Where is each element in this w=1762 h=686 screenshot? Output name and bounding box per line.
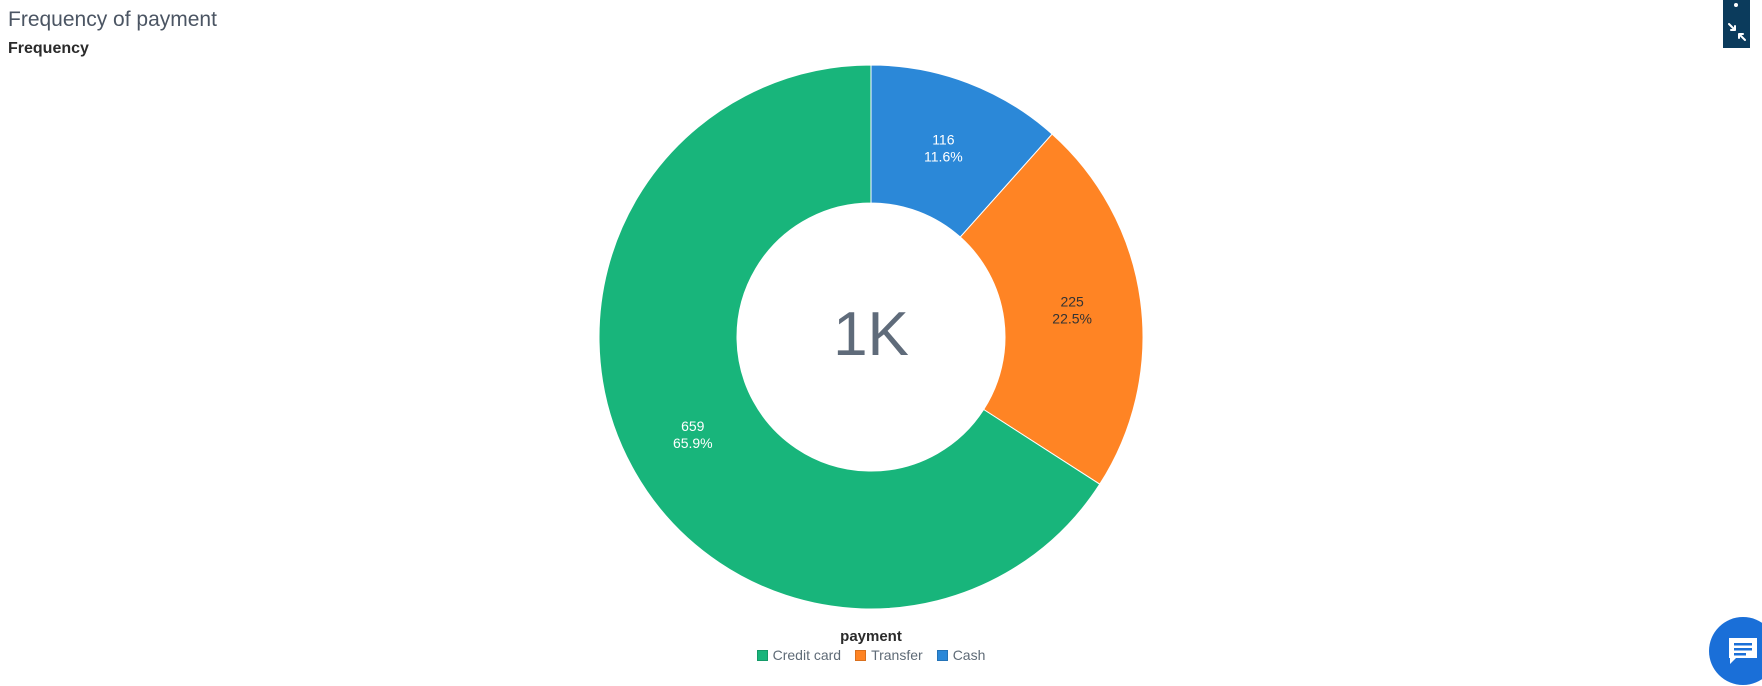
chart-title: Frequency of payment [8,8,217,31]
legend-items: Credit card Transfer Cash [756,647,986,663]
slice-credit-card[interactable] [598,64,1101,610]
legend-swatch [936,649,948,661]
slice-transfer[interactable] [959,133,1144,485]
collapse-arrows-icon [1728,23,1746,41]
chat-icon [1729,638,1757,664]
legend-swatch [756,649,768,661]
slice-percent-label: 65.9% [673,435,713,451]
legend-item-credit-card[interactable]: Credit card [756,647,842,663]
legend-label: Transfer [871,647,923,663]
slice-value-label: 116 [932,131,955,147]
legend-item-cash[interactable]: Cash [936,647,986,663]
slice-value-label: 659 [681,418,705,434]
legend-title: payment [840,628,902,645]
center-total-label: 1K [833,300,909,369]
chat-button[interactable] [1709,617,1762,685]
slice-value-label: 225 [1060,294,1084,310]
legend-item-transfer[interactable]: Transfer [855,647,923,663]
chart-subtitle: Frequency [8,40,89,57]
slice-percent-label: 11.6% [924,148,963,164]
collapse-button[interactable] [1723,0,1750,48]
menu-dot-icon[interactable] [1734,3,1738,7]
legend: payment Credit card Transfer Cash [0,628,1742,666]
legend-label: Cash [952,647,986,663]
legend-label: Credit card [772,647,842,663]
legend-swatch [855,649,867,661]
slice-percent-label: 22.5% [1052,311,1092,327]
